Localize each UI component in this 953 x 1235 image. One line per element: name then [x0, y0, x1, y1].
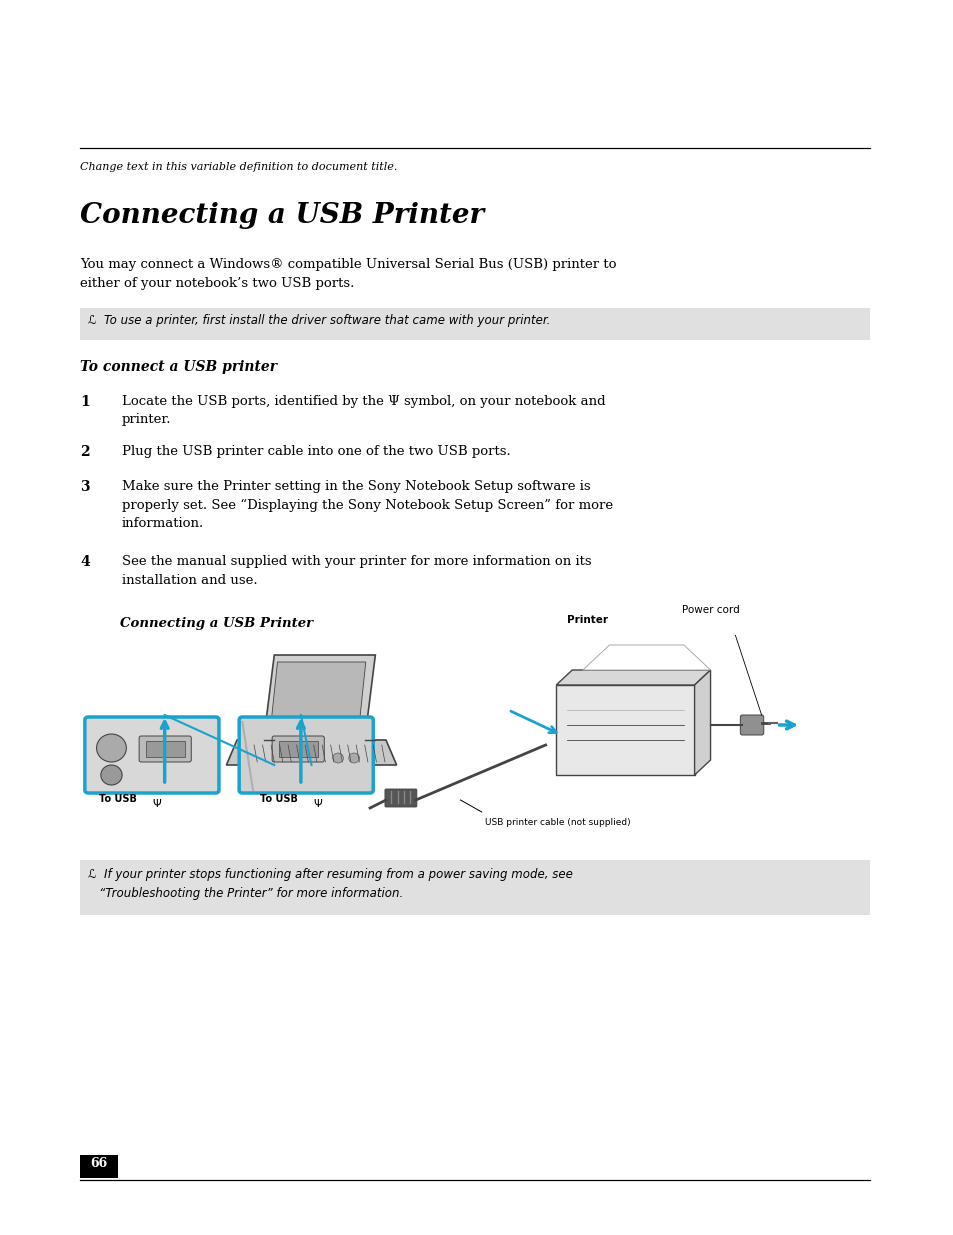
- Text: Ψ: Ψ: [314, 799, 322, 809]
- Bar: [80, 308, 869, 340]
- FancyBboxPatch shape: [278, 741, 317, 757]
- Text: 66: 66: [91, 1157, 108, 1170]
- FancyBboxPatch shape: [740, 715, 763, 735]
- Circle shape: [333, 753, 343, 763]
- FancyBboxPatch shape: [272, 736, 324, 762]
- Text: Power cord: Power cord: [681, 605, 739, 615]
- FancyBboxPatch shape: [384, 789, 416, 806]
- Polygon shape: [263, 655, 375, 740]
- Text: ℒ  To use a printer, first install the driver software that came with your print: ℒ To use a printer, first install the dr…: [88, 314, 550, 327]
- Polygon shape: [226, 740, 396, 764]
- Text: To USB: To USB: [260, 794, 298, 804]
- Text: You may connect a Windows® compatible Universal Serial Bus (USB) printer to
eith: You may connect a Windows® compatible Un…: [80, 258, 616, 290]
- Text: To connect a USB printer: To connect a USB printer: [80, 359, 276, 374]
- FancyBboxPatch shape: [85, 718, 218, 793]
- Text: Make sure the Printer setting in the Sony Notebook Setup software is
properly se: Make sure the Printer setting in the Son…: [122, 480, 613, 530]
- Text: See the manual supplied with your printer for more information on its
installati: See the manual supplied with your printe…: [122, 555, 591, 587]
- Text: Ψ: Ψ: [152, 799, 160, 809]
- FancyBboxPatch shape: [239, 718, 373, 793]
- Text: Plug the USB printer cable into one of the two USB ports.: Plug the USB printer cable into one of t…: [122, 445, 510, 458]
- Text: Connecting a USB Printer: Connecting a USB Printer: [80, 203, 483, 228]
- Circle shape: [349, 753, 359, 763]
- Polygon shape: [556, 671, 710, 685]
- Text: 3: 3: [80, 480, 90, 494]
- Text: 4: 4: [80, 555, 90, 569]
- FancyBboxPatch shape: [146, 741, 185, 757]
- FancyBboxPatch shape: [139, 736, 191, 762]
- Text: 2: 2: [80, 445, 90, 459]
- Text: Locate the USB ports, identified by the Ψ symbol, on your notebook and
printer.: Locate the USB ports, identified by the …: [122, 395, 605, 426]
- Polygon shape: [582, 645, 710, 671]
- Circle shape: [96, 734, 126, 762]
- Polygon shape: [295, 758, 342, 764]
- Text: USB printer cable (not supplied): USB printer cable (not supplied): [484, 818, 630, 827]
- Polygon shape: [694, 671, 710, 776]
- Text: Change text in this variable definition to document title.: Change text in this variable definition …: [80, 162, 397, 172]
- Circle shape: [101, 764, 122, 785]
- Text: Connecting a USB Printer: Connecting a USB Printer: [120, 618, 313, 630]
- Bar: [80, 860, 869, 915]
- Bar: [80, 1155, 118, 1178]
- Text: Printer: Printer: [566, 615, 607, 625]
- Text: ℒ  If your printer stops functioning after resuming from a power saving mode, se: ℒ If your printer stops functioning afte…: [88, 868, 572, 900]
- Text: 1: 1: [80, 395, 90, 409]
- Text: To USB: To USB: [98, 794, 136, 804]
- Polygon shape: [556, 685, 694, 776]
- Polygon shape: [270, 662, 365, 734]
